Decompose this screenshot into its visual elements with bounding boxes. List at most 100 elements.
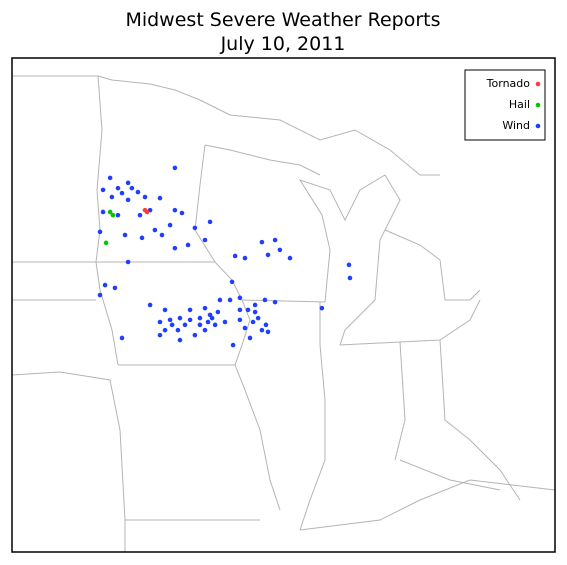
report-dot [209,315,215,321]
report-dot [159,232,165,238]
report-dot [229,279,235,285]
report-dot [119,335,125,341]
report-dot [110,212,116,218]
report-dot [263,322,269,328]
report-dot [109,194,115,200]
legend-label: Hail [509,98,530,111]
legend-box [464,69,546,141]
report-dot [187,317,193,323]
reports [97,165,353,348]
report-dot [97,229,103,235]
report-dot [237,317,243,323]
report-dot [162,327,168,333]
report-dot [172,245,178,251]
report-dot [202,305,208,311]
report-dot [147,302,153,308]
report-dot [215,309,221,315]
report-dot [125,180,131,186]
report-dot [242,255,248,261]
report-dot [192,332,198,338]
report-dot [167,317,173,323]
report-dot [259,239,265,245]
report-dot [319,305,325,311]
report-dot [119,190,125,196]
report-dot [177,337,183,343]
report-dot [185,242,191,248]
report-dot [177,315,183,321]
report-dot [255,315,261,321]
map-frame [11,57,556,553]
report-dot [157,332,163,338]
report-dot [139,235,145,241]
report-dot [169,322,175,328]
report-dot [232,253,238,259]
report-dot [167,222,173,228]
report-dot [144,209,150,215]
report-dot [100,187,106,193]
report-dot [287,255,293,261]
report-dot [115,212,121,218]
report-dot [202,327,208,333]
report-dot [222,319,228,325]
report-dot [137,212,143,218]
report-dot [187,307,193,313]
report-dot [175,327,181,333]
map-subtitle: July 10, 2011 [220,33,346,55]
report-dot [245,307,251,313]
report-dot [182,322,188,328]
report-dot [237,307,243,313]
report-dot [212,322,218,328]
borders [11,75,556,552]
report-dot [227,297,233,303]
report-dot [102,282,108,288]
legend-marker [535,123,541,129]
report-dot [162,307,168,313]
report-dot [197,322,203,328]
report-dot [250,319,256,325]
report-dot [252,302,258,308]
report-dot [346,262,352,268]
report-dot [115,185,121,191]
report-dot [125,259,131,265]
report-dot [157,195,163,201]
report-dot [172,207,178,213]
report-dot [347,275,353,281]
report-dot [129,185,135,191]
report-dot [262,297,268,303]
report-dot [152,227,158,233]
report-dot [202,237,208,243]
report-dot [107,209,113,215]
report-dot [179,210,185,216]
report-dot [107,175,113,181]
report-dot [97,292,103,298]
report-dot [112,285,118,291]
report-dot [259,327,265,333]
legend: Tornado Hail Wind [486,77,541,132]
report-dot [242,325,248,331]
report-dot [135,189,141,195]
report-dot [103,240,109,246]
report-dot [272,299,278,305]
report-dot [207,219,213,225]
report-dot [125,197,131,203]
report-dot [157,319,163,325]
legend-label: Tornado [486,77,531,90]
report-dot [237,295,243,301]
report-dot [265,329,271,335]
report-dot [230,342,236,348]
report-dot [217,297,223,303]
report-dot [252,309,258,315]
report-dot [205,319,211,325]
report-dot [142,194,148,200]
legend-marker [535,102,541,108]
report-dot [247,335,253,341]
report-dot [197,315,203,321]
report-dot [265,252,271,258]
report-dot [272,237,278,243]
report-dot [172,165,178,171]
report-dot [277,247,283,253]
report-dot [192,225,198,231]
report-dot [100,209,106,215]
report-dot [122,232,128,238]
